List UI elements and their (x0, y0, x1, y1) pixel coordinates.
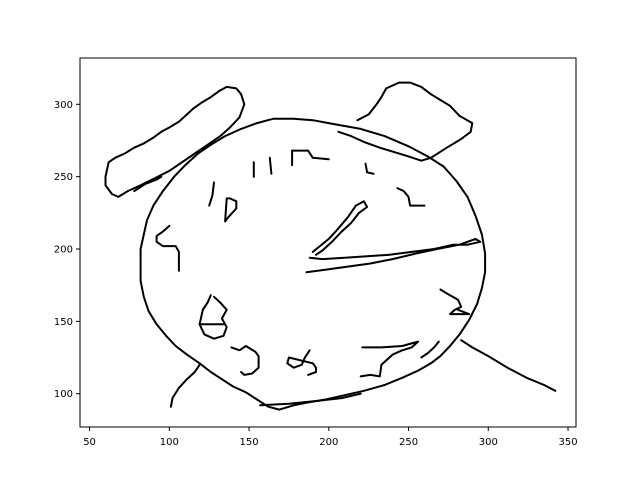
stroke-line-13 (311, 200, 369, 256)
y-tick-label: 250 (54, 172, 73, 183)
stroke-line-24 (259, 392, 362, 407)
stroke-line-18 (286, 349, 317, 376)
y-axis: 100 150 200 250 300 (54, 100, 80, 400)
plot-background (80, 58, 576, 427)
x-tick-label: 250 (399, 437, 418, 448)
stroke-line-22 (460, 339, 557, 392)
stroke-line-1 (104, 85, 246, 198)
y-tick-label: 100 (54, 389, 73, 400)
stroke-line-23 (169, 363, 201, 408)
stroke-line-12 (155, 224, 180, 272)
stroke-line-10 (208, 181, 215, 207)
stroke-line-11 (224, 197, 238, 223)
stroke-line-9 (396, 187, 426, 207)
stroke-line-20 (439, 288, 471, 316)
stroke-line-5 (268, 156, 273, 175)
plot-frame (79, 57, 577, 428)
stroke-line-0 (139, 117, 487, 411)
stroke-line-21 (420, 340, 440, 359)
stroke-line-8 (364, 162, 375, 175)
y-tick-label: 150 (54, 317, 73, 328)
x-tick-label: 100 (160, 437, 179, 448)
x-tick-label: 50 (83, 437, 96, 448)
x-tick-label: 300 (479, 437, 498, 448)
x-axis: 50 100 150 200 250 300 350 (83, 427, 578, 448)
stroke-line-19 (359, 340, 420, 378)
stroke-line-17 (230, 345, 260, 376)
stroke-line-6 (291, 149, 330, 161)
stroke-line-15 (198, 294, 228, 340)
stroke-line-14 (305, 237, 482, 274)
x-tick-label: 200 (319, 437, 338, 448)
stroke-line-3 (337, 81, 474, 162)
stroke-line-2 (133, 175, 163, 193)
x-tick-label: 350 (558, 437, 577, 448)
y-tick-label: 200 (54, 245, 73, 256)
x-tick-label: 150 (240, 437, 259, 448)
y-tick-label: 300 (54, 100, 73, 111)
series-layer (104, 81, 557, 411)
